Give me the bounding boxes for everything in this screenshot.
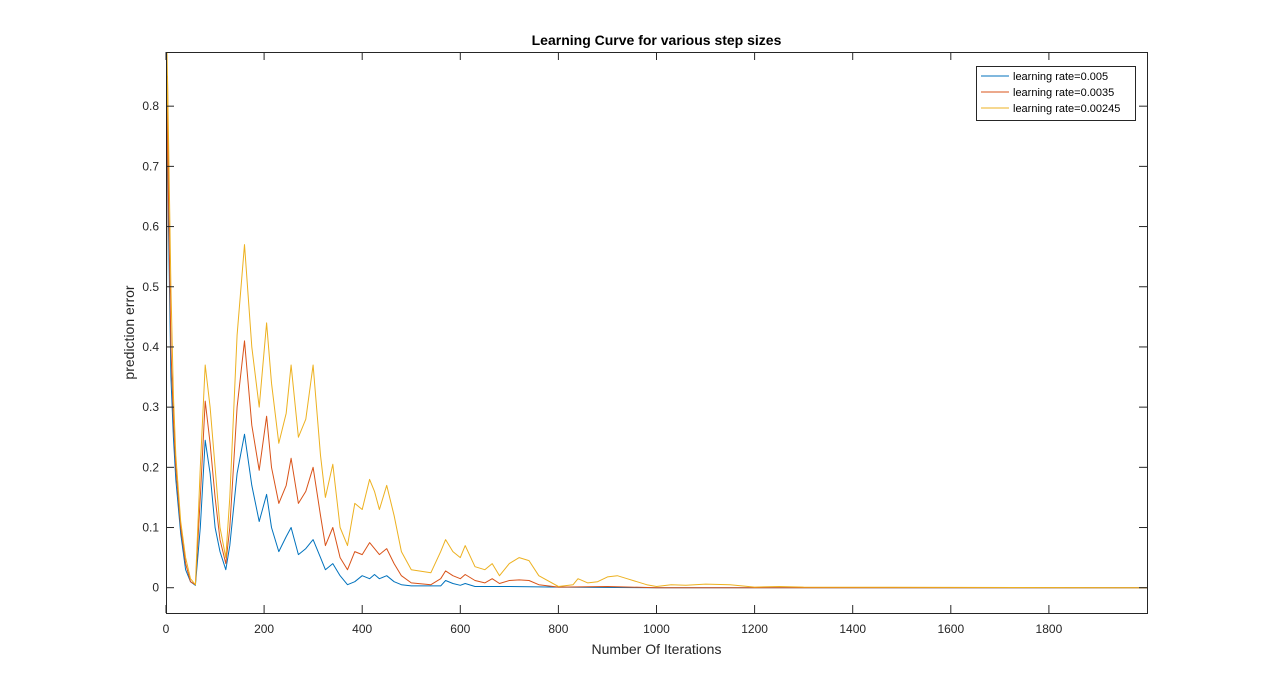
y-tick-label: 0.4 xyxy=(142,340,159,354)
series-layer xyxy=(166,52,1147,589)
legend-label-2: learning rate=0.0035 xyxy=(1013,87,1114,99)
x-tick-label: 600 xyxy=(450,622,470,636)
legend: learning rate=0.005 learning rate=0.0035 l… xyxy=(976,66,1136,121)
y-axis-title: prediction error xyxy=(121,285,137,379)
ticks-layer: 0 200 400 600 800 1000 1200 1400 1600 1800 0 0.1 0.2… xyxy=(142,52,1147,636)
plot-area xyxy=(166,52,1147,613)
x-tick-label: 1800 xyxy=(1036,622,1063,636)
y-tick-label: 0.3 xyxy=(142,400,159,414)
x-tick-label: 800 xyxy=(548,622,568,636)
y-tick-label: 0.6 xyxy=(142,220,159,234)
y-tick-label: 0.5 xyxy=(142,280,159,294)
x-tick-label: 0 xyxy=(163,622,170,636)
chart-title: Learning Curve for various step sizes xyxy=(532,32,782,48)
y-tick-label: 0.8 xyxy=(142,99,159,113)
series-line-3 xyxy=(166,52,1147,589)
x-tick-label: 200 xyxy=(254,622,274,636)
y-tick-label: 0.1 xyxy=(142,521,159,535)
legend-label-1: learning rate=0.005 xyxy=(1013,71,1108,83)
series-line-2 xyxy=(166,75,1147,589)
y-tick-label: 0.2 xyxy=(142,460,159,474)
legend-label-3: learning rate=0.00245 xyxy=(1013,103,1120,115)
x-tick-label: 1000 xyxy=(643,622,670,636)
x-tick-label: 1200 xyxy=(741,622,768,636)
x-tick-label: 400 xyxy=(352,622,372,636)
x-tick-label: 1400 xyxy=(839,622,866,636)
y-tick-label: 0.7 xyxy=(142,159,159,173)
x-axis-title: Number Of Iterations xyxy=(592,641,722,657)
x-tick-label: 1600 xyxy=(937,622,964,636)
y-tick-label: 0 xyxy=(152,581,159,595)
